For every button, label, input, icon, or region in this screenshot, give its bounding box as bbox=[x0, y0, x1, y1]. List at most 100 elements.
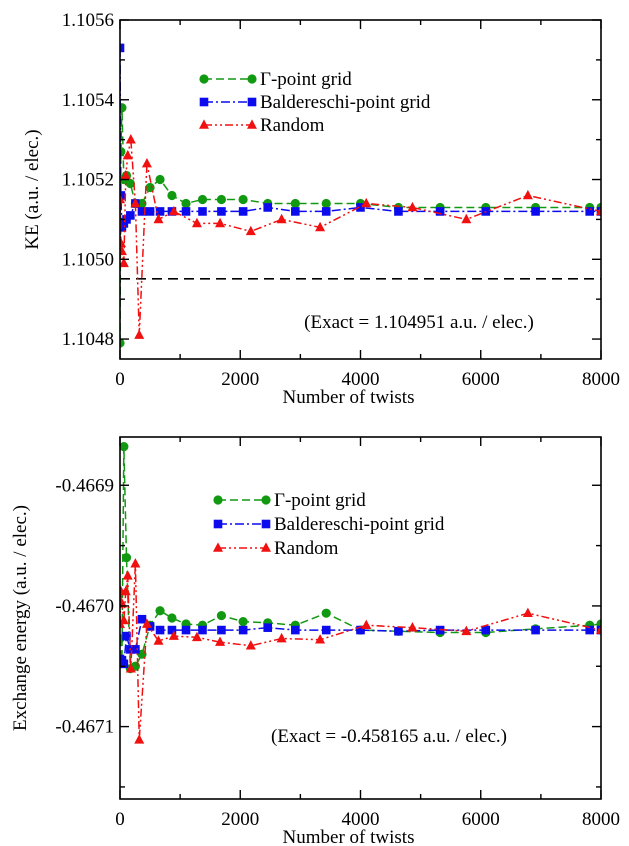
legend-marker bbox=[199, 74, 209, 84]
data-point bbox=[596, 624, 601, 634]
data-point bbox=[168, 205, 179, 216]
data-point bbox=[356, 625, 365, 635]
series-line bbox=[120, 107, 601, 344]
data-point bbox=[197, 194, 208, 205]
data-point bbox=[125, 663, 136, 673]
plot-area bbox=[120, 442, 601, 744]
series-line bbox=[120, 617, 601, 667]
data-point bbox=[153, 213, 164, 224]
series-square bbox=[120, 43, 601, 232]
data-point bbox=[245, 225, 256, 236]
data-point bbox=[216, 610, 227, 621]
data-point bbox=[141, 157, 152, 168]
data-point bbox=[191, 631, 202, 642]
data-point bbox=[238, 617, 248, 627]
legend-marker bbox=[213, 519, 223, 529]
x-axis-label: Number of twists bbox=[283, 827, 415, 846]
data-point bbox=[126, 211, 135, 220]
series-line bbox=[120, 139, 601, 336]
series-line bbox=[120, 563, 601, 740]
x-tick-label: 0 bbox=[115, 369, 125, 390]
legend-marker bbox=[213, 542, 223, 552]
data-point bbox=[145, 182, 155, 193]
x-tick-label: 4000 bbox=[342, 369, 380, 390]
data-point bbox=[155, 174, 165, 185]
x-axis-label: Number of twists bbox=[283, 387, 415, 408]
legend-item: Γ-point grid bbox=[213, 490, 366, 511]
data-point bbox=[120, 193, 125, 204]
exact-value-annotation: (Exact = 1.104951 a.u. / elec.) bbox=[304, 312, 534, 333]
data-point bbox=[120, 169, 131, 180]
data-point bbox=[215, 636, 226, 646]
legend-marker bbox=[199, 97, 209, 107]
data-point bbox=[315, 634, 326, 644]
data-point bbox=[361, 197, 372, 208]
data-point bbox=[168, 630, 179, 640]
y-tick-label: -0.4669 bbox=[55, 475, 114, 496]
data-point bbox=[134, 329, 145, 339]
legend-item: Γ-point grid bbox=[199, 69, 352, 90]
data-point bbox=[531, 207, 540, 216]
data-point bbox=[155, 207, 165, 216]
data-point bbox=[394, 626, 403, 636]
series-circle bbox=[120, 442, 601, 674]
series-triangle bbox=[120, 558, 601, 744]
data-point bbox=[120, 257, 129, 268]
legend-marker bbox=[261, 495, 271, 505]
legend-marker bbox=[199, 119, 209, 129]
data-point bbox=[461, 213, 472, 224]
data-point bbox=[217, 625, 226, 635]
data-point bbox=[321, 207, 331, 216]
data-point bbox=[155, 625, 165, 635]
legend-item: Random bbox=[213, 538, 339, 559]
data-point bbox=[531, 625, 540, 635]
data-point bbox=[321, 625, 331, 635]
data-point bbox=[522, 189, 533, 200]
data-point bbox=[522, 607, 533, 617]
series-circle bbox=[120, 103, 601, 348]
data-point bbox=[120, 597, 127, 608]
data-point bbox=[120, 585, 131, 596]
data-point bbox=[215, 217, 226, 228]
x-tick-label: 2000 bbox=[221, 809, 259, 830]
data-point bbox=[130, 558, 141, 568]
x-tick-label: 6000 bbox=[462, 809, 500, 830]
x-tick-label: 2000 bbox=[221, 369, 259, 390]
legend-marker bbox=[247, 119, 257, 129]
legend-marker bbox=[247, 74, 257, 84]
data-point bbox=[291, 625, 300, 635]
data-point bbox=[290, 198, 300, 209]
data-point bbox=[435, 207, 445, 216]
x-tick-label: 6000 bbox=[462, 369, 500, 390]
x-tick-label: 8000 bbox=[582, 369, 620, 390]
y-tick-label: -0.4671 bbox=[55, 717, 114, 738]
legend-item: Random bbox=[199, 115, 325, 136]
data-point bbox=[155, 606, 165, 616]
legend-label: Baldereschi-point grid bbox=[260, 92, 431, 113]
data-point bbox=[130, 197, 141, 208]
data-point bbox=[120, 191, 126, 200]
y-tick-label: 1.1052 bbox=[62, 170, 114, 191]
data-point bbox=[356, 203, 365, 212]
data-point bbox=[153, 635, 164, 645]
data-point bbox=[407, 201, 418, 212]
data-point bbox=[191, 217, 202, 228]
data-point bbox=[217, 207, 226, 216]
data-point bbox=[361, 619, 372, 630]
data-point bbox=[120, 614, 129, 625]
y-axis-label: KE (a.u. / elec.) bbox=[22, 129, 43, 249]
y-tick-label: 1.1050 bbox=[62, 249, 114, 270]
data-point bbox=[315, 221, 326, 232]
plot-frame bbox=[119, 19, 602, 360]
data-point bbox=[321, 608, 331, 618]
data-point bbox=[120, 43, 125, 53]
data-point bbox=[141, 618, 152, 628]
x-tick-label: 4000 bbox=[342, 809, 380, 830]
data-point bbox=[263, 203, 273, 212]
data-point bbox=[276, 213, 287, 224]
data-point bbox=[120, 103, 127, 113]
data-point bbox=[125, 134, 136, 144]
data-point bbox=[216, 194, 227, 205]
